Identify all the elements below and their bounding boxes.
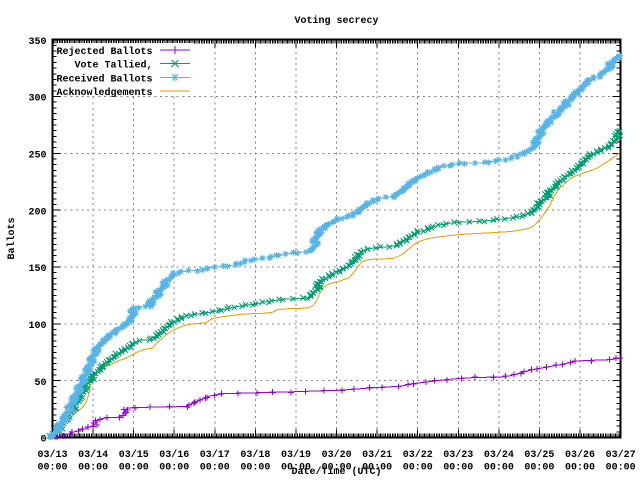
svg-text:Acknowledgements: Acknowledgements bbox=[56, 87, 152, 99]
svg-text:03/19: 03/19 bbox=[281, 449, 311, 461]
svg-text:03/20: 03/20 bbox=[322, 449, 352, 461]
svg-text:03/23: 03/23 bbox=[443, 449, 473, 461]
svg-text:00:00: 00:00 bbox=[37, 462, 67, 473]
svg-text:50: 50 bbox=[34, 378, 46, 389]
svg-text:03/15: 03/15 bbox=[119, 449, 149, 461]
svg-text:00:00: 00:00 bbox=[606, 462, 636, 473]
svg-text:300: 300 bbox=[28, 94, 46, 105]
svg-text:00:00: 00:00 bbox=[159, 462, 189, 473]
svg-text:03/14: 03/14 bbox=[78, 449, 108, 461]
svg-text:03/25: 03/25 bbox=[524, 449, 554, 461]
svg-text:00:00: 00:00 bbox=[281, 462, 311, 473]
svg-text:00:00: 00:00 bbox=[484, 462, 514, 473]
svg-text:00:00: 00:00 bbox=[78, 462, 108, 473]
svg-text:03/27: 03/27 bbox=[606, 449, 636, 461]
svg-text:03/16: 03/16 bbox=[159, 449, 189, 461]
svg-text:250: 250 bbox=[28, 151, 46, 162]
svg-text:00:00: 00:00 bbox=[362, 462, 392, 473]
svg-text:100: 100 bbox=[28, 321, 46, 332]
svg-text:00:00: 00:00 bbox=[524, 462, 554, 473]
svg-text:00:00: 00:00 bbox=[240, 462, 270, 473]
svg-text:00:00: 00:00 bbox=[119, 462, 149, 473]
svg-text:03/17: 03/17 bbox=[200, 449, 230, 461]
svg-text:03/22: 03/22 bbox=[403, 449, 433, 461]
svg-text:00:00: 00:00 bbox=[403, 462, 433, 473]
svg-text:Rejected Ballots: Rejected Ballots bbox=[56, 46, 152, 58]
svg-text:03/24: 03/24 bbox=[484, 449, 514, 461]
svg-text:Received Ballots: Received Ballots bbox=[56, 73, 152, 85]
svg-text:00:00: 00:00 bbox=[443, 462, 473, 473]
svg-text:150: 150 bbox=[28, 264, 46, 275]
svg-text:200: 200 bbox=[28, 207, 46, 218]
svg-text:03/26: 03/26 bbox=[565, 449, 595, 461]
svg-text:03/18: 03/18 bbox=[240, 449, 270, 461]
svg-text:Date/Time (UTC): Date/Time (UTC) bbox=[291, 466, 381, 478]
svg-text:03/21: 03/21 bbox=[362, 449, 392, 461]
svg-text:350: 350 bbox=[28, 37, 46, 48]
svg-text:00:00: 00:00 bbox=[565, 462, 595, 473]
svg-text:00:00: 00:00 bbox=[322, 462, 352, 473]
svg-text:03/13: 03/13 bbox=[37, 449, 67, 461]
svg-text:Voting secrecy: Voting secrecy bbox=[294, 15, 378, 27]
svg-text:Vote Tallied,: Vote Tallied, bbox=[74, 60, 152, 72]
svg-text:Ballots: Ballots bbox=[6, 217, 18, 259]
svg-text:00:00: 00:00 bbox=[200, 462, 230, 473]
svg-text:0: 0 bbox=[40, 435, 46, 446]
